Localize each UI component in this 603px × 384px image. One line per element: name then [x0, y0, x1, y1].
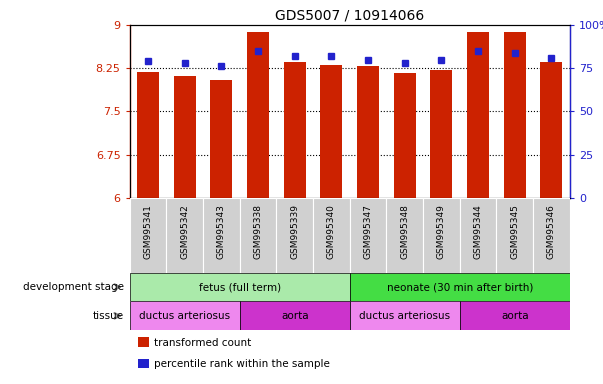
Bar — [394, 73, 416, 198]
Bar — [203, 198, 240, 273]
Bar — [459, 198, 496, 273]
Bar — [240, 198, 276, 273]
Bar — [139, 337, 150, 347]
Bar — [276, 198, 313, 273]
Bar — [350, 273, 570, 301]
Text: GSM995343: GSM995343 — [217, 204, 226, 259]
Text: fetus (full term): fetus (full term) — [198, 282, 281, 292]
Text: development stage: development stage — [23, 282, 124, 292]
Text: ductus arteriosus: ductus arteriosus — [139, 311, 230, 321]
Bar — [210, 79, 232, 198]
Text: neonate (30 min after birth): neonate (30 min after birth) — [387, 282, 533, 292]
Bar — [139, 359, 150, 368]
Text: GSM995348: GSM995348 — [400, 204, 409, 259]
Text: GSM995349: GSM995349 — [437, 204, 446, 259]
Bar — [284, 62, 306, 198]
Bar — [320, 65, 343, 198]
Text: aorta: aorta — [281, 311, 309, 321]
Bar — [130, 301, 240, 330]
Bar — [504, 33, 526, 198]
Text: transformed count: transformed count — [154, 338, 251, 348]
Text: GSM995341: GSM995341 — [144, 204, 153, 259]
Bar — [240, 301, 350, 330]
Bar — [166, 198, 203, 273]
Bar — [387, 198, 423, 273]
Bar — [540, 62, 563, 198]
Text: GSM995339: GSM995339 — [290, 204, 299, 259]
Bar — [459, 301, 570, 330]
Bar — [137, 72, 159, 198]
Text: GSM995344: GSM995344 — [473, 204, 482, 258]
Bar — [357, 66, 379, 198]
Text: GSM995342: GSM995342 — [180, 204, 189, 258]
Bar — [467, 33, 489, 198]
Bar — [350, 301, 459, 330]
Bar — [350, 198, 387, 273]
Bar — [496, 198, 533, 273]
Text: GSM995338: GSM995338 — [253, 204, 262, 259]
Text: percentile rank within the sample: percentile rank within the sample — [154, 359, 330, 369]
Bar — [247, 32, 269, 198]
Bar — [130, 198, 166, 273]
Bar — [423, 198, 459, 273]
Text: tissue: tissue — [92, 311, 124, 321]
Bar — [533, 198, 570, 273]
Text: ductus arteriosus: ductus arteriosus — [359, 311, 450, 321]
Bar — [130, 273, 350, 301]
Bar — [431, 70, 452, 198]
Text: GSM995340: GSM995340 — [327, 204, 336, 259]
Bar — [313, 198, 350, 273]
Text: GSM995347: GSM995347 — [364, 204, 373, 259]
Bar — [174, 76, 195, 198]
Text: GSM995346: GSM995346 — [547, 204, 556, 259]
Text: GSM995345: GSM995345 — [510, 204, 519, 259]
Title: GDS5007 / 10914066: GDS5007 / 10914066 — [275, 8, 425, 22]
Text: aorta: aorta — [501, 311, 529, 321]
